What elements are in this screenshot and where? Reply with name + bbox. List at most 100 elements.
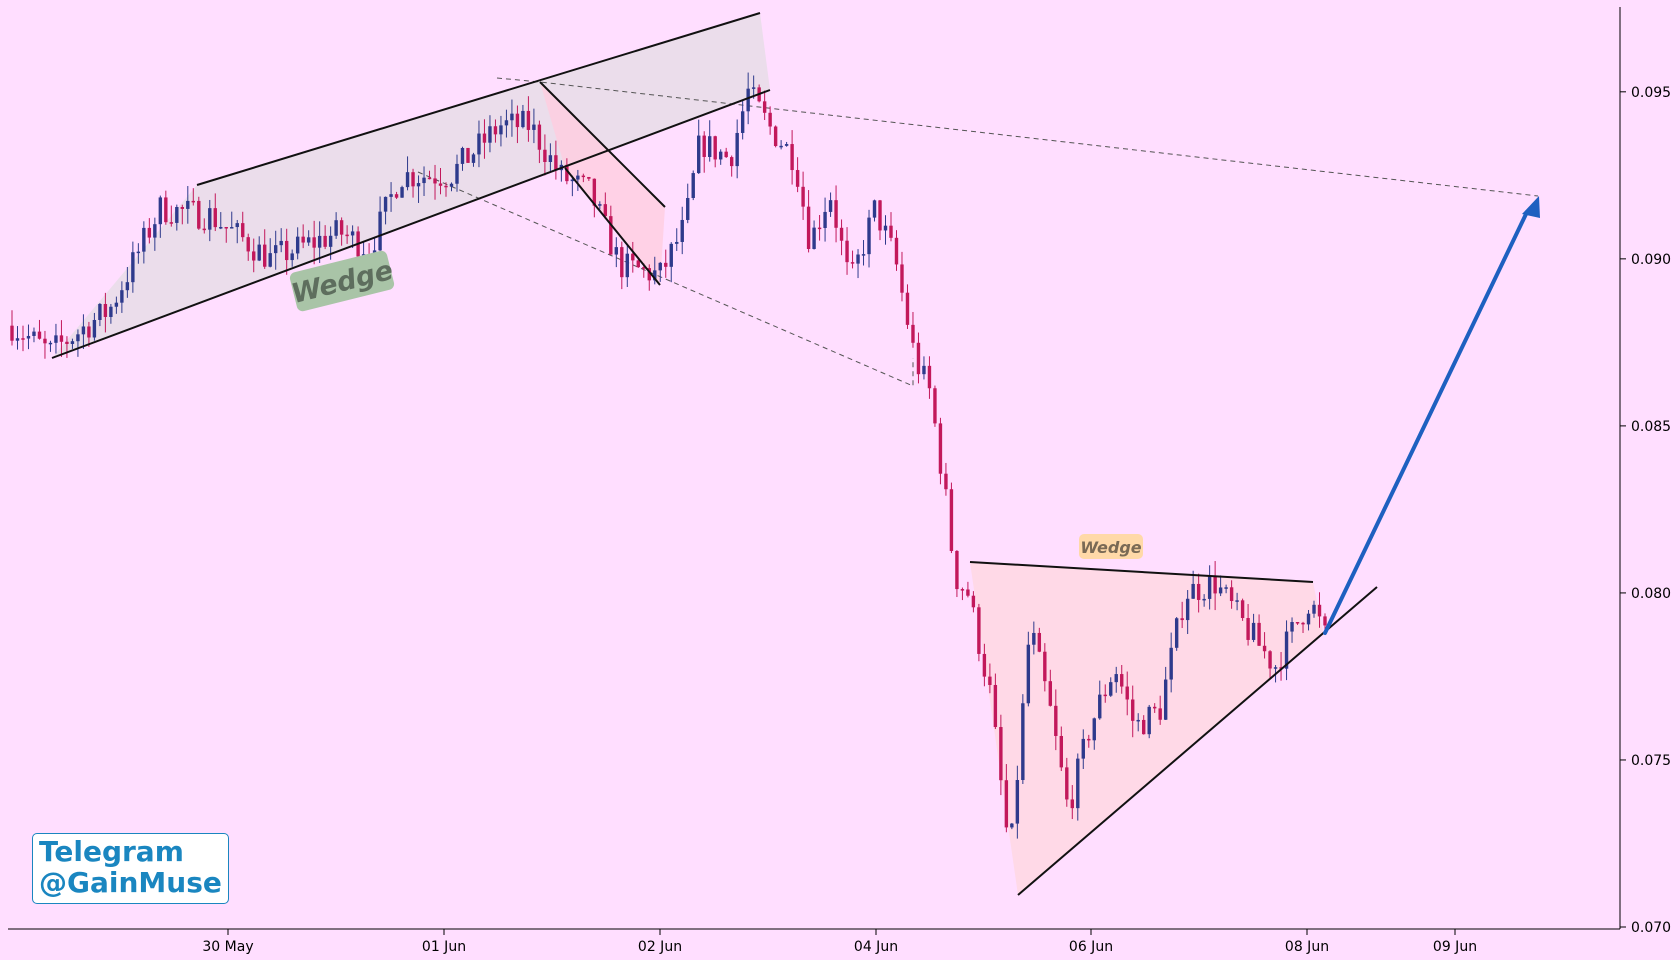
candle-body-169	[938, 423, 943, 474]
candle-body-119	[664, 262, 668, 267]
candle-body-215	[1191, 583, 1195, 599]
candle-body-217	[1202, 598, 1206, 601]
candle-body-14	[87, 326, 91, 338]
candle-body-192	[1065, 767, 1069, 800]
candle-body-185	[1026, 644, 1031, 704]
candle-body-186	[1032, 632, 1036, 645]
candle-body-102	[570, 179, 575, 182]
candle-body-31	[180, 207, 185, 209]
candle-body-87	[488, 126, 492, 143]
candle-body-173	[960, 589, 965, 591]
candle-body-103	[576, 175, 580, 180]
candle-body-235	[1301, 622, 1305, 625]
candle-body-51	[290, 253, 294, 261]
candle-body-69	[389, 194, 393, 197]
candle-body-141	[784, 144, 789, 146]
candle-body-11	[70, 341, 75, 344]
candle-body-216	[1196, 583, 1201, 600]
candle-body-82	[460, 147, 465, 164]
candle-body-58	[328, 235, 333, 247]
candle-body-187	[1037, 632, 1042, 652]
candle-body-168	[933, 388, 937, 424]
candle-body-197	[1092, 718, 1096, 741]
projection-arrow-head	[1522, 196, 1540, 218]
candle-body-190	[1054, 705, 1058, 736]
candle-body-8	[54, 335, 58, 343]
candle-body-145	[806, 206, 811, 249]
candle-body-239	[1323, 616, 1327, 626]
candle-body-6	[43, 338, 47, 344]
triangle-fill	[970, 562, 1323, 895]
candle-body-104	[581, 175, 586, 178]
candle-body-210	[1163, 679, 1168, 720]
candle-body-12	[76, 334, 80, 342]
candle-body-212	[1174, 618, 1179, 648]
candle-body-147	[817, 227, 822, 230]
candle-body-22	[131, 252, 135, 283]
candle-body-226	[1251, 622, 1256, 640]
candle-body-236	[1306, 613, 1311, 625]
candle-body-154	[856, 254, 860, 264]
candle-body-37	[213, 208, 217, 228]
candle-body-152	[845, 240, 849, 263]
candle-body-221	[1224, 587, 1228, 589]
candle-body-146	[812, 227, 816, 249]
candle-body-43	[246, 237, 250, 252]
candle-body-112	[625, 253, 629, 278]
candle-body-203	[1125, 686, 1129, 700]
candle-body-15	[92, 319, 97, 338]
candle-body-180	[999, 727, 1003, 781]
watermark-line-2: @GainMuse	[39, 866, 222, 899]
candle-body-134	[746, 88, 750, 112]
x-axis-ticks: 30 May 01 Jun 02 Jun 04 Jun 06 Jun 08 Jun 09 J…	[202, 929, 1477, 955]
candle-body-208	[1152, 706, 1157, 709]
candle-body-96	[537, 124, 542, 150]
candle-body-54	[306, 237, 311, 243]
candle-body-167	[927, 365, 932, 389]
candle-body-135	[751, 87, 756, 89]
candle-body-163	[905, 292, 910, 325]
candle-body-110	[614, 247, 619, 255]
candle-body-23	[136, 251, 141, 254]
candle-body-27	[158, 197, 163, 225]
candle-body-55	[312, 237, 316, 248]
candle-body-25	[147, 227, 152, 238]
candle-body-161	[894, 237, 899, 265]
y-tick-label-5: 0.095	[1631, 85, 1671, 101]
candle-body-114	[636, 260, 640, 268]
candle-body-156	[867, 217, 871, 255]
candle-body-60	[339, 220, 344, 235]
candle-body-71	[400, 187, 404, 198]
x-tick-label-4: 06 Jun	[1069, 939, 1113, 955]
y-tick-label-4: 0.090	[1631, 252, 1671, 268]
candle-body-237	[1312, 604, 1316, 614]
candle-body-218	[1207, 576, 1212, 599]
candle-body-105	[587, 176, 591, 179]
candle-body-126	[702, 135, 706, 157]
candle-body-177	[982, 653, 987, 677]
candle-body-28	[164, 197, 168, 223]
candle-body-131	[729, 157, 734, 167]
candle-body-109	[609, 216, 613, 255]
candle-body-70	[394, 194, 399, 198]
candle-body-29	[169, 222, 174, 224]
triangle-support-line	[1017, 586, 1378, 896]
candle-body-206	[1142, 719, 1146, 735]
candle-body-164	[911, 324, 915, 343]
wedge-label-lower: Wedge	[1079, 534, 1143, 559]
candle-body-49	[279, 240, 283, 246]
candle-body-125	[697, 135, 701, 174]
candle-body-214	[1185, 598, 1190, 621]
candle-body-176	[977, 607, 981, 654]
x-tick-label-1: 01 Jun	[422, 939, 466, 955]
candle-body-38	[219, 227, 223, 229]
candle-body-24	[142, 227, 146, 252]
candle-body-9	[59, 335, 64, 342]
candle-body-4	[32, 331, 36, 336]
candle-body-224	[1240, 600, 1245, 619]
candle-body-124	[691, 173, 695, 198]
candle-body-130	[724, 151, 728, 158]
candle-body-113	[631, 253, 635, 261]
candle-body-16	[98, 303, 102, 320]
